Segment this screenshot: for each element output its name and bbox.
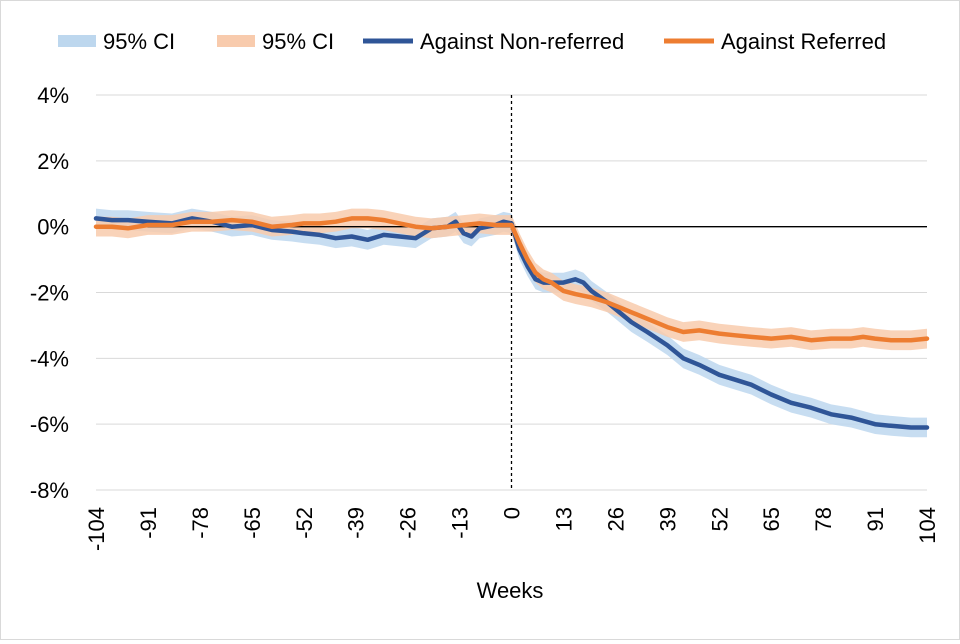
y-tick-label: -8% <box>30 478 69 503</box>
x-tick-label: 78 <box>811 507 836 531</box>
x-tick-label: 52 <box>707 507 732 531</box>
y-tick-label: 0% <box>37 215 69 240</box>
x-axis-tick-labels: -104 -91 -78 -65 -52 -39 -26 -13 0 13 26 39 52 65 78 91… <box>84 507 940 551</box>
ci-band-non-referred <box>96 208 927 438</box>
x-tick-label: 104 <box>915 507 940 544</box>
x-tick-label: -26 <box>396 507 421 539</box>
legend-label-non-referred: Against Non-referred <box>420 29 624 54</box>
y-tick-label: -6% <box>30 412 69 437</box>
x-tick-label: 26 <box>603 507 628 531</box>
legend-swatch-non-referred-ci <box>58 35 96 47</box>
x-tick-label: -39 <box>344 507 369 539</box>
x-tick-label: 0 <box>500 507 525 519</box>
legend: 95% CI 95% CI Against Non-referred Again… <box>58 29 886 54</box>
y-tick-label: 4% <box>37 83 69 108</box>
gridlines <box>96 94 927 491</box>
x-tick-label: -52 <box>292 507 317 539</box>
y-axis-tick-labels: 4% 2% 0% -2% -4% -6% -8% <box>30 83 69 503</box>
legend-swatch-referred-ci <box>217 35 255 47</box>
x-tick-label: -13 <box>448 507 473 539</box>
x-tick-label: -78 <box>188 507 213 539</box>
x-tick-label: 91 <box>863 507 888 531</box>
x-tick-label: 39 <box>655 507 680 531</box>
y-tick-label: 2% <box>37 149 69 174</box>
legend-label-referred: Against Referred <box>721 29 886 54</box>
x-axis-title: Weeks <box>477 578 544 603</box>
series-lines <box>93 216 930 430</box>
x-tick-label: 13 <box>551 507 576 531</box>
y-tick-label: -4% <box>30 346 69 371</box>
x-tick-label: -91 <box>136 507 161 539</box>
legend-label-referred-ci: 95% CI <box>262 29 334 54</box>
y-tick-label: -2% <box>30 281 69 306</box>
x-tick-label: -104 <box>84 507 109 551</box>
legend-label-non-referred-ci: 95% CI <box>103 29 175 54</box>
x-tick-label: 65 <box>759 507 784 531</box>
x-tick-label: -65 <box>240 507 265 539</box>
series-line-referred <box>93 216 930 343</box>
